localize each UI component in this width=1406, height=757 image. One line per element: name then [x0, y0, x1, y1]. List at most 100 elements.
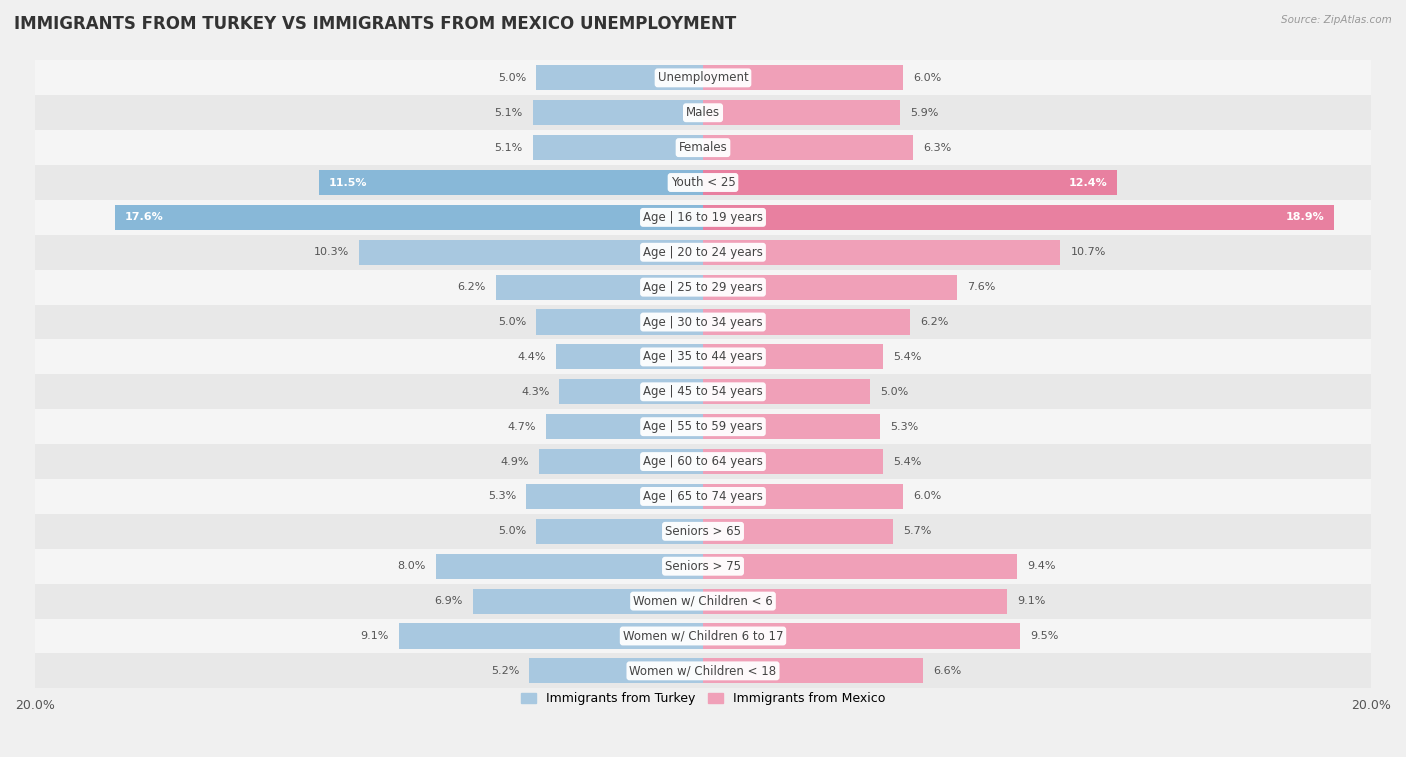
- Bar: [35, 549, 1371, 584]
- Text: 9.1%: 9.1%: [360, 631, 389, 641]
- Text: Source: ZipAtlas.com: Source: ZipAtlas.com: [1281, 15, 1392, 25]
- Text: Youth < 25: Youth < 25: [671, 176, 735, 189]
- Bar: [703, 275, 957, 300]
- Text: Females: Females: [679, 141, 727, 154]
- Bar: [35, 479, 1371, 514]
- Bar: [35, 653, 1371, 688]
- Bar: [35, 235, 1371, 269]
- Text: Age | 35 to 44 years: Age | 35 to 44 years: [643, 350, 763, 363]
- Bar: [35, 61, 1371, 95]
- Text: Males: Males: [686, 106, 720, 120]
- Text: Age | 65 to 74 years: Age | 65 to 74 years: [643, 490, 763, 503]
- Bar: [35, 269, 1371, 304]
- Bar: [703, 135, 914, 160]
- Bar: [35, 95, 1371, 130]
- Bar: [115, 205, 703, 230]
- Text: 6.3%: 6.3%: [924, 142, 952, 153]
- Bar: [35, 410, 1371, 444]
- Text: 17.6%: 17.6%: [125, 213, 165, 223]
- Text: 10.7%: 10.7%: [1070, 248, 1105, 257]
- Text: Age | 60 to 64 years: Age | 60 to 64 years: [643, 455, 763, 468]
- Text: 5.0%: 5.0%: [498, 317, 526, 327]
- Bar: [35, 165, 1371, 200]
- Bar: [526, 484, 703, 509]
- Text: Age | 25 to 29 years: Age | 25 to 29 years: [643, 281, 763, 294]
- Text: 6.2%: 6.2%: [920, 317, 949, 327]
- Text: 5.0%: 5.0%: [498, 73, 526, 83]
- Text: 9.4%: 9.4%: [1026, 561, 1056, 572]
- Text: Women w/ Children 6 to 17: Women w/ Children 6 to 17: [623, 630, 783, 643]
- Bar: [540, 449, 703, 474]
- Text: 5.4%: 5.4%: [893, 456, 922, 466]
- Text: Women w/ Children < 6: Women w/ Children < 6: [633, 594, 773, 608]
- Text: 5.0%: 5.0%: [880, 387, 908, 397]
- Text: 11.5%: 11.5%: [329, 177, 367, 188]
- Text: 5.0%: 5.0%: [498, 526, 526, 536]
- Bar: [35, 618, 1371, 653]
- Text: Age | 16 to 19 years: Age | 16 to 19 years: [643, 211, 763, 224]
- Text: 5.3%: 5.3%: [488, 491, 516, 501]
- Bar: [703, 484, 904, 509]
- Bar: [703, 240, 1060, 265]
- Bar: [703, 414, 880, 439]
- Text: 12.4%: 12.4%: [1069, 177, 1107, 188]
- Bar: [703, 519, 893, 544]
- Text: 6.0%: 6.0%: [914, 491, 942, 501]
- Bar: [546, 414, 703, 439]
- Bar: [35, 584, 1371, 618]
- Text: 4.4%: 4.4%: [517, 352, 546, 362]
- Bar: [703, 205, 1334, 230]
- Text: Unemployment: Unemployment: [658, 71, 748, 84]
- Bar: [703, 310, 910, 335]
- Text: 5.7%: 5.7%: [904, 526, 932, 536]
- Bar: [703, 170, 1118, 195]
- Bar: [35, 444, 1371, 479]
- Text: Age | 45 to 54 years: Age | 45 to 54 years: [643, 385, 763, 398]
- Legend: Immigrants from Turkey, Immigrants from Mexico: Immigrants from Turkey, Immigrants from …: [516, 687, 890, 710]
- Bar: [703, 449, 883, 474]
- Text: Women w/ Children < 18: Women w/ Children < 18: [630, 665, 776, 678]
- Text: 4.3%: 4.3%: [522, 387, 550, 397]
- Bar: [472, 588, 703, 614]
- Bar: [529, 659, 703, 684]
- Text: 5.1%: 5.1%: [495, 142, 523, 153]
- Bar: [703, 344, 883, 369]
- Text: Seniors > 65: Seniors > 65: [665, 525, 741, 537]
- Text: Age | 55 to 59 years: Age | 55 to 59 years: [643, 420, 763, 433]
- Text: 7.6%: 7.6%: [967, 282, 995, 292]
- Bar: [703, 588, 1007, 614]
- Bar: [533, 135, 703, 160]
- Text: 9.5%: 9.5%: [1031, 631, 1059, 641]
- Bar: [35, 200, 1371, 235]
- Text: 4.9%: 4.9%: [501, 456, 529, 466]
- Bar: [533, 100, 703, 126]
- Text: Age | 30 to 34 years: Age | 30 to 34 years: [643, 316, 763, 329]
- Bar: [703, 553, 1017, 579]
- Text: 9.1%: 9.1%: [1017, 596, 1046, 606]
- Text: 5.3%: 5.3%: [890, 422, 918, 431]
- Text: 5.9%: 5.9%: [910, 107, 938, 118]
- Bar: [35, 130, 1371, 165]
- Bar: [399, 624, 703, 649]
- Bar: [35, 339, 1371, 375]
- Text: 5.2%: 5.2%: [491, 666, 519, 676]
- Bar: [536, 310, 703, 335]
- Text: 6.0%: 6.0%: [914, 73, 942, 83]
- Text: 18.9%: 18.9%: [1285, 213, 1324, 223]
- Text: IMMIGRANTS FROM TURKEY VS IMMIGRANTS FROM MEXICO UNEMPLOYMENT: IMMIGRANTS FROM TURKEY VS IMMIGRANTS FRO…: [14, 15, 737, 33]
- Bar: [703, 100, 900, 126]
- Bar: [703, 624, 1021, 649]
- Bar: [703, 659, 924, 684]
- Bar: [560, 379, 703, 404]
- Text: 5.1%: 5.1%: [495, 107, 523, 118]
- Bar: [35, 304, 1371, 339]
- Text: 6.9%: 6.9%: [434, 596, 463, 606]
- Text: 10.3%: 10.3%: [314, 248, 349, 257]
- Text: 4.7%: 4.7%: [508, 422, 536, 431]
- Bar: [555, 344, 703, 369]
- Bar: [436, 553, 703, 579]
- Bar: [703, 379, 870, 404]
- Bar: [359, 240, 703, 265]
- Bar: [703, 65, 904, 90]
- Bar: [319, 170, 703, 195]
